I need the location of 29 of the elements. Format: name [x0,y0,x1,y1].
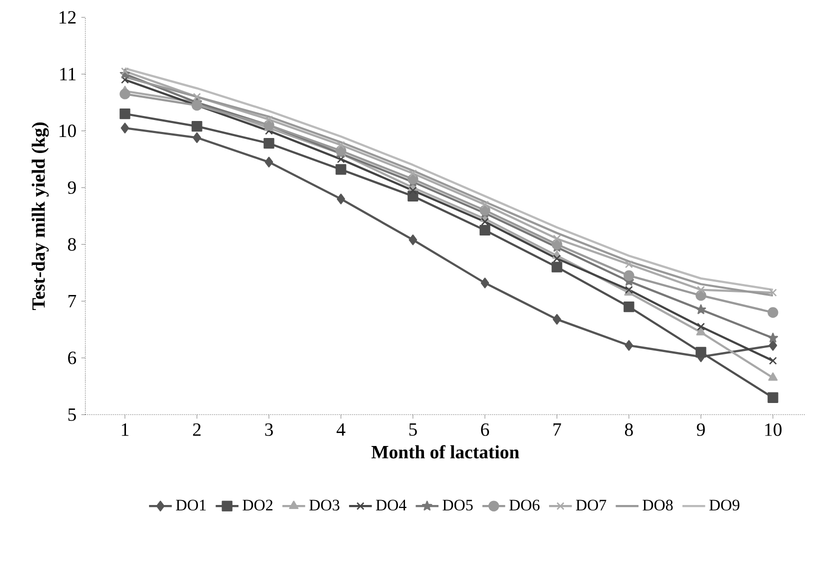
x-tick-label: 7 [554,423,562,436]
x-tick-label: 8 [624,423,633,436]
legend-label: DO1 [176,500,206,510]
legend-label: DO3 [309,500,340,510]
y-tick-label: 8 [68,238,76,251]
legend-label: DO5 [442,500,473,510]
legend-label: DO6 [509,500,540,510]
x-tick-label: 6 [481,423,490,436]
x-tick-label: 1 [122,423,128,436]
x-tick-label: 10 [765,423,782,436]
legend-label: DO2 [242,500,272,510]
y-tick-label: 6 [68,352,76,364]
y-tick-label: 5 [68,408,76,421]
y-tick-label: 7 [68,295,76,308]
x-tick-label: 4 [336,423,346,436]
legend-label: DO8 [642,500,673,511]
legend-label: DO7 [576,500,606,510]
x-tick-label: 2 [193,423,201,436]
x-axis-title: Month of lactation [372,445,520,458]
y-axis-title: Test-day milk yield (kg) [32,122,49,310]
y-tick-label: 10 [60,124,76,138]
legend-label: DO4 [376,500,406,510]
x-tick-label: 9 [696,423,705,436]
legend-label: DO9 [709,500,740,510]
x-tick-label: 5 [409,423,417,436]
y-tick-label: 9 [68,181,76,194]
y-tick-label: 12 [60,11,76,24]
y-tick-label: 11 [60,68,76,80]
x-tick-label: 3 [265,423,273,436]
